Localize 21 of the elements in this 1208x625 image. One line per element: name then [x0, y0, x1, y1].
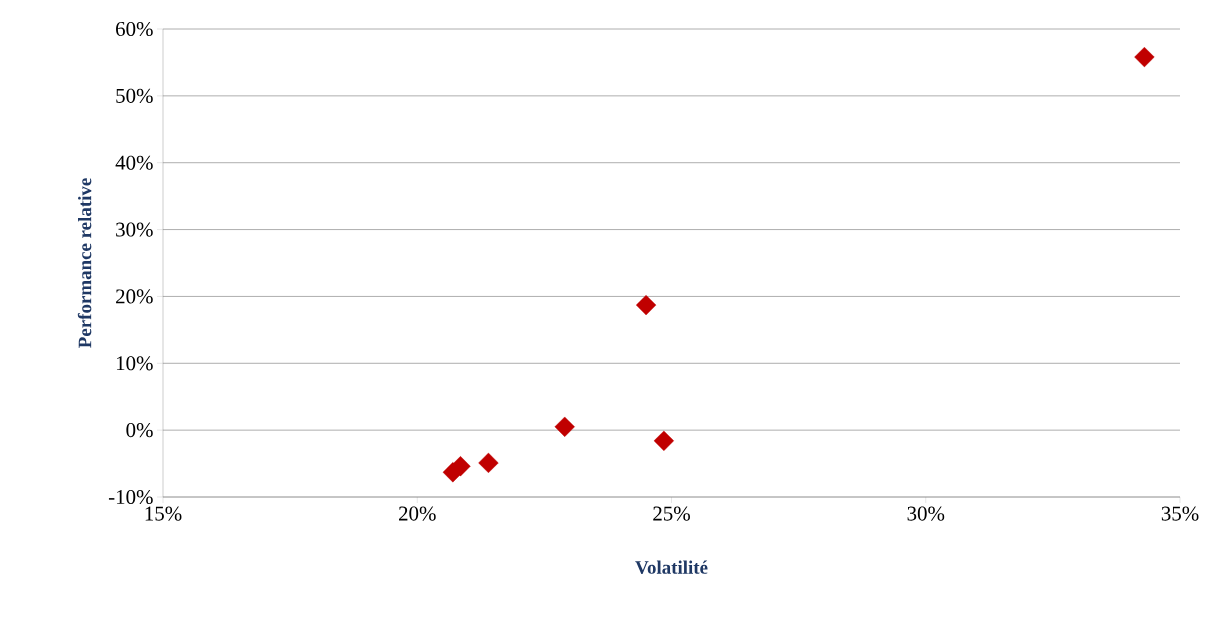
x-tick-label: 25%	[653, 506, 690, 521]
point	[442, 462, 463, 483]
x-tick-label: 35%	[1161, 506, 1199, 521]
y-axis-title: Performance relative	[77, 178, 92, 348]
y-tick-label: 0%	[126, 423, 153, 438]
point	[1134, 46, 1155, 68]
y-tick-label: 10%	[116, 356, 153, 371]
y-tick-label: 30%	[116, 222, 153, 237]
y-tick-label: 40%	[115, 155, 153, 170]
x-tick-label: 20%	[399, 506, 436, 521]
point	[478, 452, 499, 473]
x-tick-label: 30%	[907, 506, 945, 521]
x-axis-title: Volatilité	[635, 560, 708, 574]
y-tick-label: 20%	[116, 289, 153, 304]
point	[554, 416, 575, 437]
y-tick-label: -10%	[108, 489, 153, 505]
y-tick-label: 60%	[116, 21, 153, 37]
y-tick-label: 50%	[116, 88, 153, 103]
point	[653, 430, 674, 451]
point	[635, 295, 657, 316]
x-tick-label: 15%	[145, 506, 182, 521]
